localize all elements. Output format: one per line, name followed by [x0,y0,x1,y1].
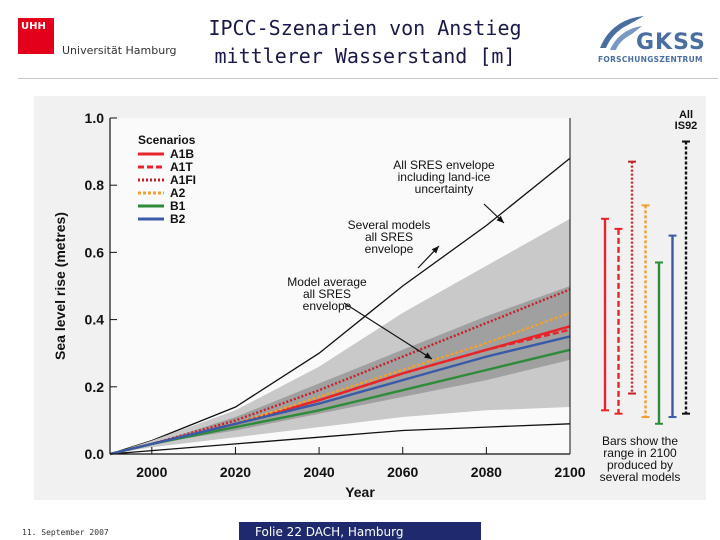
footer-date: 11. September 2007 [22,528,109,537]
sea-level-figure: 0.0 0.2 0.4 0.6 0.8 1.0 2000 2020 2040 2060 2080 21… [34,96,706,500]
range-bars-note-line-4: several models [600,470,681,484]
legend-label-a1b: A1B [170,147,194,161]
annotation-2-line-2: all SRES [365,230,413,244]
annotation-1: All SRES envelope including land-ice uncer… [393,158,495,196]
university-logo: UHH Universität Hamburg [18,14,188,66]
y-axis-label: Sea level rise (metres) [52,212,68,360]
gkss-subtitle: FORSCHUNGSZENTRUM [598,55,703,64]
all-is92-label-line-2: IS92 [675,120,698,132]
series-line-a2 [109,311,571,456]
range-bars-note-line-2: range in 2100 [603,446,677,460]
annotation-1-line-2: including land-ice [398,170,491,184]
header-divider [18,78,718,79]
gkss-logo: GKSS FORSCHUNGSZENTRUM [596,10,714,68]
annotation-3-line-3: envelope [303,299,352,313]
range-bars-note: Bars show the range in 2100 produced by sev… [600,434,681,484]
footer-slide-label: Folie 22 DACH, Hamburg [255,525,404,539]
range-bars-note-line-3: produced by [607,458,673,472]
gkss-wordmark: GKSS [636,30,706,55]
sea-level-chart: 0.0 0.2 0.4 0.6 0.8 1.0 2000 2020 2040 2060 2080 21… [52,109,698,500]
title-line-1: IPCC-Szenarien von Anstieg [208,16,522,40]
envelope-1 [110,218,570,454]
footer-bar [239,522,481,540]
annotation-3-line-1: Model average [287,275,367,289]
annotation-1-line-1: All SRES envelope [393,158,495,172]
y-tick-label-0-4: 0.4 [85,312,105,328]
legend-label-b1: B1 [170,199,186,213]
series-line-a1t [109,328,571,456]
y-tick-label-0-2: 0.2 [85,379,105,395]
legend-title: Scenarios [138,133,196,147]
uhh-mark-icon: UHH [18,18,54,54]
x-tick-label-2020: 2020 [220,464,251,480]
legend-label-a2: A2 [170,186,186,200]
university-name: Universität Hamburg [62,44,177,57]
legend-label-a1fi: A1FI [170,173,196,187]
annotation-2-line-1: Several models [348,218,431,232]
annotation-2: Several models all SRES envelope [348,218,431,256]
x-tick-label-2040: 2040 [304,464,335,480]
uhh-mark-text: UHH [21,21,46,32]
series-line-b2 [109,335,571,456]
annotation-3: Model average all SRES envelope [287,275,367,313]
envelope-2 [110,286,570,454]
annotation-arrowhead-2 [431,246,439,254]
legend-label-b2: B2 [170,212,186,226]
annotation-arrowhead-1 [496,215,504,223]
y-tick-label-0-6: 0.6 [85,244,105,260]
y-tick-label-0-0: 0.0 [85,446,105,462]
all-is92-label: All IS92 [675,109,698,132]
annotation-arrow-3 [343,302,433,360]
x-tick-label-2080: 2080 [471,464,502,480]
annotation-3-line-2: all SRES [303,287,351,301]
gkss-swoosh-icon [600,16,644,50]
legend-label-a1t: A1T [170,160,193,174]
x-axis-label: Year [345,484,375,500]
x-tick-label-2000: 2000 [136,464,167,480]
x-tick-label-2060: 2060 [387,464,418,480]
all-is92-label-line-1: All [679,109,693,121]
title-line-2: mittlerer Wasserstand [m] [214,44,516,68]
slide-title: IPCC-Szenarien von Anstieg mittlerer Was… [190,14,540,70]
annotation-2-line-3: envelope [365,242,414,256]
annotation-1-line-3: uncertainty [415,182,474,196]
y-tick-label-0-8: 0.8 [85,177,105,193]
range-bars-note-line-1: Bars show the [602,434,678,448]
slide-header: UHH Universität Hamburg IPCC-Szenarien v… [0,0,720,80]
x-tick-label-2100: 2100 [554,464,585,480]
annotation-arrowhead-3 [424,352,432,359]
y-tick-label-1-0: 1.0 [85,110,105,126]
